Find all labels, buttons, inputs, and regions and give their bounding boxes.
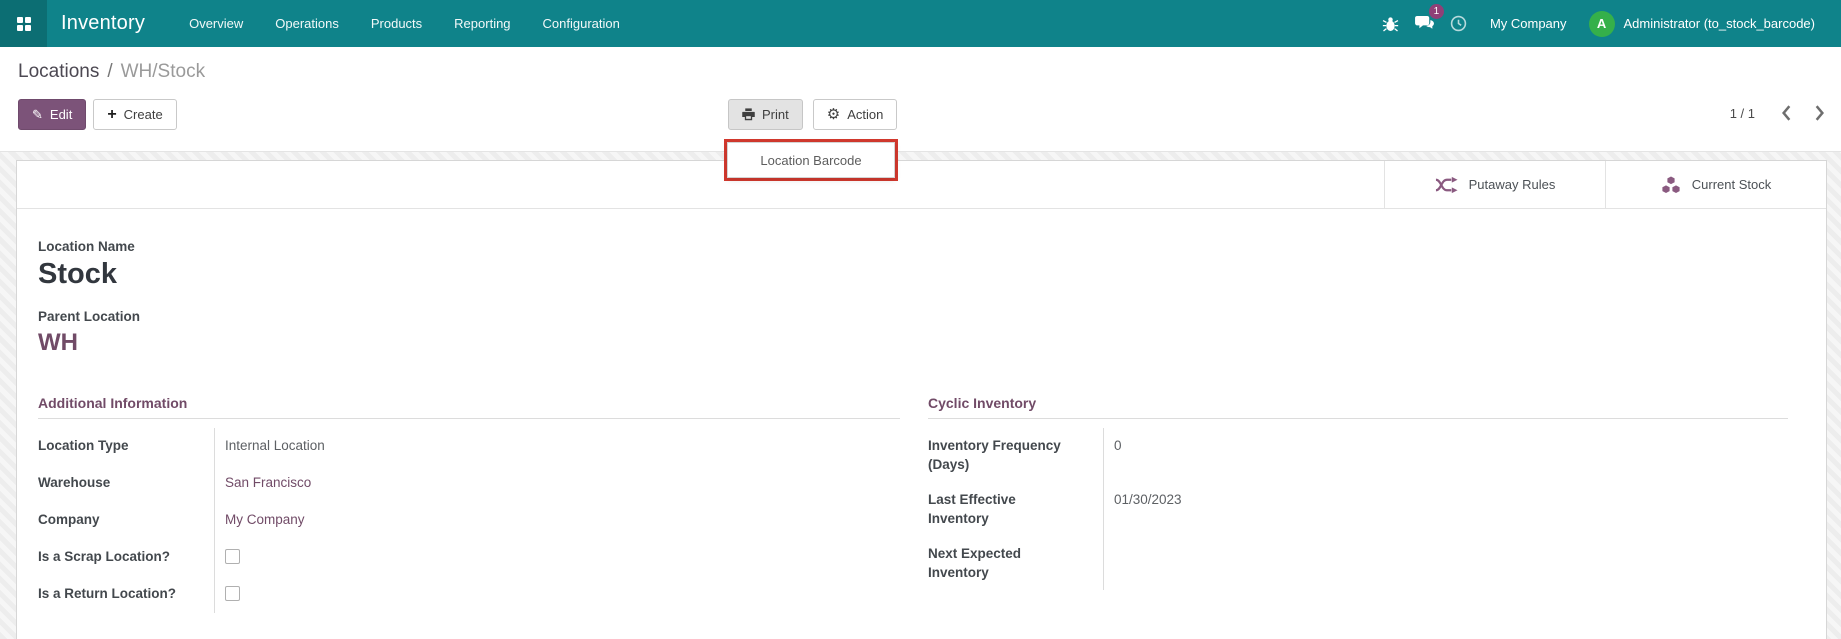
last-effective-inventory-value: 01/30/2023 [1103, 482, 1788, 536]
inventory-frequency-label: Inventory Frequency (Days) [928, 438, 1061, 472]
warehouse-label: Warehouse [38, 475, 111, 490]
next-expected-inventory-value [1103, 536, 1788, 590]
return-location-label: Is a Return Location? [38, 586, 177, 601]
debug-button[interactable] [1374, 0, 1408, 47]
action-button[interactable]: ⚙ Action [812, 99, 898, 130]
action-buttons: Print ⚙ Action [728, 99, 898, 130]
cyclic-inventory-group: Cyclic Inventory Inventory Frequency (Da… [928, 395, 1788, 613]
cubes-icon [1661, 176, 1681, 194]
nav-menu-reporting[interactable]: Reporting [454, 16, 511, 31]
company-label: Company [38, 512, 100, 527]
additional-information-title: Additional Information [38, 395, 900, 419]
field-row-next-expected-inventory: Next Expected Inventory [928, 536, 1788, 590]
field-row-location-type: Location Type Internal Location [38, 428, 900, 465]
create-button[interactable]: + Create [93, 99, 177, 130]
app-brand[interactable]: Inventory [61, 12, 146, 34]
print-dropdown-menu: Location Barcode [727, 142, 895, 178]
apps-menu-button[interactable] [0, 0, 47, 47]
create-button-label: Create [123, 107, 163, 122]
form-view: Putaway Rules Current Stock [0, 152, 1841, 639]
putaway-rules-button[interactable]: Putaway Rules [1384, 161, 1605, 208]
warehouse-value[interactable]: San Francisco [225, 475, 312, 490]
current-stock-button[interactable]: Current Stock [1605, 161, 1826, 208]
apps-grid-icon [16, 16, 31, 31]
edit-button-label: Edit [49, 107, 73, 122]
parent-location-value[interactable]: WH [38, 329, 78, 356]
cyclic-inventory-title: Cyclic Inventory [928, 395, 1788, 419]
shuffle-icon [1435, 176, 1458, 194]
location-type-label: Location Type [38, 438, 129, 453]
field-row-last-effective-inventory: Last Effective Inventory 01/30/2023 [928, 482, 1788, 536]
breadcrumb-locations[interactable]: Locations [18, 61, 100, 82]
user-avatar: A [1588, 10, 1615, 37]
annotation-highlight: Location Barcode [724, 139, 898, 181]
scrap-location-checkbox[interactable] [225, 549, 240, 564]
last-effective-inventory-label: Last Effective Inventory [928, 492, 1016, 526]
print-button[interactable]: Print [728, 99, 803, 130]
breadcrumb: Locations / WH/Stock [18, 61, 205, 83]
navbar-systray: 1 My Company A Administrator (to_stock_b… [1374, 0, 1841, 47]
company-value[interactable]: My Company [225, 512, 305, 527]
scrap-location-label: Is a Scrap Location? [38, 549, 171, 564]
form-sheet: Putaway Rules Current Stock [16, 160, 1827, 639]
pager-value: 1 / 1 [1729, 105, 1755, 121]
pencil-icon: ✎ [32, 107, 43, 122]
nav-menu-overview[interactable]: Overview [189, 16, 244, 31]
additional-information-group: Additional Information Location Type Int… [38, 395, 900, 613]
print-button-label: Print [762, 107, 789, 122]
location-name-label: Location Name [38, 239, 135, 254]
action-button-label: Action [847, 107, 884, 122]
menu-item-location-barcode[interactable]: Location Barcode [760, 152, 862, 168]
top-navbar: Inventory Overview Operations Products R… [0, 0, 1841, 47]
field-row-inventory-frequency: Inventory Frequency (Days) 0 [928, 428, 1788, 482]
bug-icon [1382, 15, 1399, 32]
clock-icon [1450, 15, 1467, 32]
parent-location-label: Parent Location [38, 309, 141, 324]
putaway-rules-label: Putaway Rules [1468, 177, 1556, 192]
user-menu[interactable]: A Administrator (to_stock_barcode) [1588, 10, 1815, 37]
return-location-checkbox[interactable] [225, 586, 240, 601]
plus-icon: + [107, 105, 117, 123]
field-row-company: Company My Company [38, 502, 900, 539]
smart-button-box: Putaway Rules Current Stock [17, 161, 1826, 209]
messages-count-badge: 1 [1428, 4, 1444, 19]
edit-button[interactable]: ✎ Edit [18, 99, 87, 130]
breadcrumb-separator: / [107, 61, 113, 82]
control-panel: Locations / WH/Stock ✎ Edit + Create [0, 47, 1841, 152]
next-expected-inventory-label: Next Expected Inventory [928, 546, 1022, 580]
current-stock-label: Current Stock [1691, 177, 1772, 192]
nav-menu-operations[interactable]: Operations [275, 16, 339, 31]
pager: 1 / 1 [1730, 105, 1825, 121]
user-name: Administrator (to_stock_barcode) [1623, 16, 1815, 31]
printer-icon [742, 108, 755, 121]
field-row-warehouse: Warehouse San Francisco [38, 465, 900, 502]
company-switcher[interactable]: My Company [1489, 16, 1567, 31]
record-buttons: ✎ Edit + Create [18, 99, 177, 130]
location-type-value: Internal Location [214, 428, 900, 465]
field-row-return-location: Is a Return Location? [38, 576, 900, 613]
nav-menu-products[interactable]: Products [370, 16, 423, 31]
location-name-value: Stock [38, 258, 117, 290]
chat-bubbles-icon [1415, 15, 1435, 32]
pager-next-button[interactable] [1814, 105, 1825, 121]
inventory-frequency-value: 0 [1103, 428, 1788, 482]
breadcrumb-current: WH/Stock [120, 61, 206, 82]
gear-icon: ⚙ [826, 105, 841, 123]
activities-button[interactable] [1442, 0, 1476, 47]
pager-previous-button[interactable] [1781, 105, 1792, 121]
nav-menu-configuration[interactable]: Configuration [542, 16, 620, 31]
main-menu-bar: Overview Operations Products Reporting C… [173, 0, 636, 47]
messages-button[interactable]: 1 [1408, 0, 1444, 47]
field-row-scrap-location: Is a Scrap Location? [38, 539, 900, 576]
